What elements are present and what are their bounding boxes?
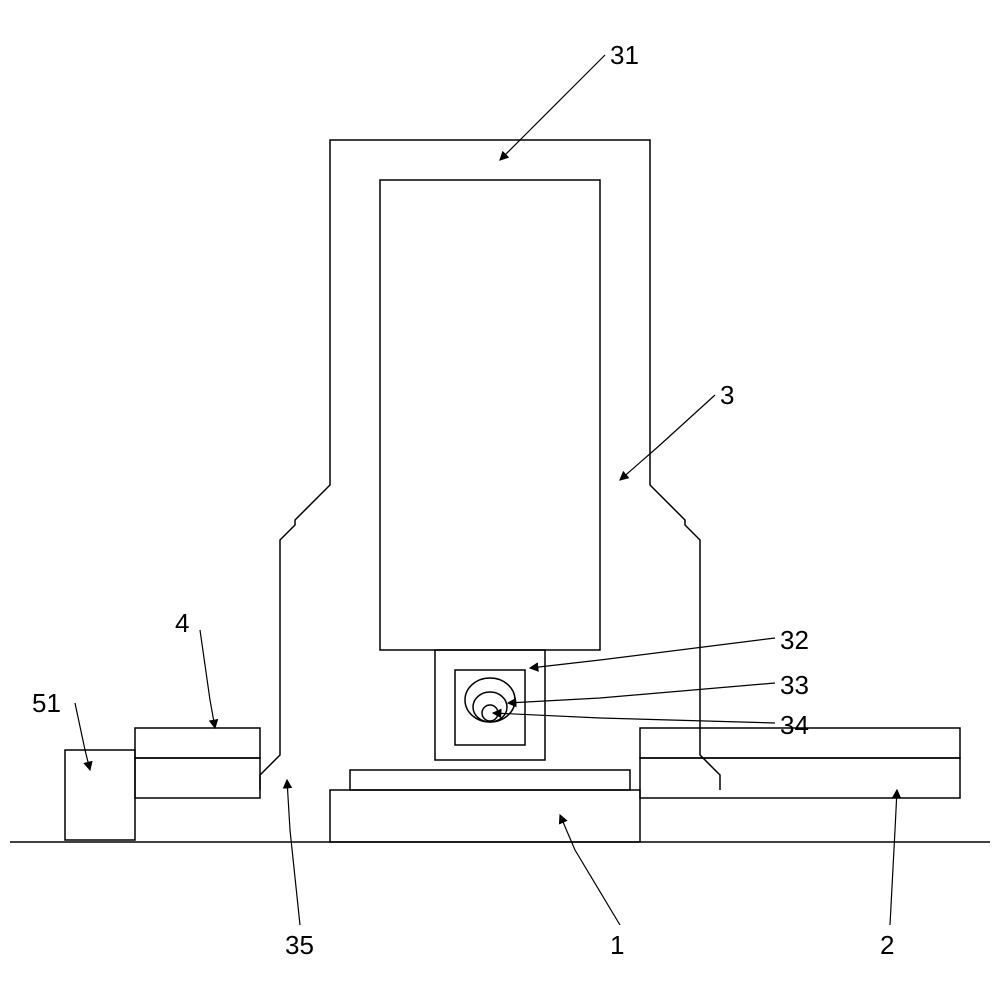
label-4: 4 xyxy=(175,608,189,639)
engineering-diagram: 31 3 4 51 32 33 34 35 1 2 xyxy=(0,0,1000,986)
label-32: 32 xyxy=(780,625,809,656)
label-2: 2 xyxy=(880,930,894,961)
label-3: 3 xyxy=(720,380,734,411)
diagram-svg xyxy=(0,0,1000,986)
label-1: 1 xyxy=(610,930,624,961)
label-34: 34 xyxy=(780,710,809,741)
label-35: 35 xyxy=(285,930,314,961)
label-31: 31 xyxy=(610,40,639,71)
label-33: 33 xyxy=(780,670,809,701)
label-51: 51 xyxy=(32,688,61,719)
